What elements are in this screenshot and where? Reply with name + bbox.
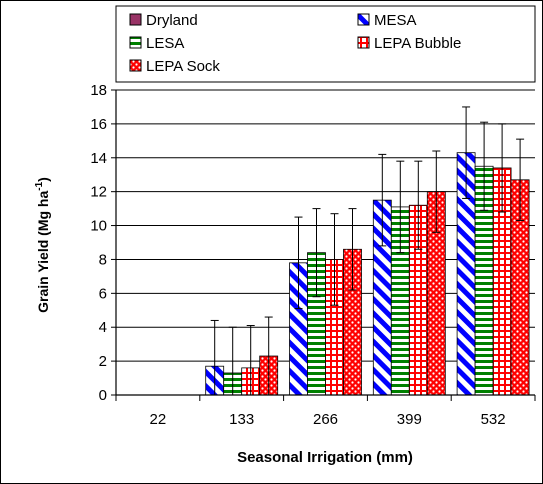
- x-axis-label: Seasonal Irrigation (mm): [237, 449, 413, 466]
- legend-label: LEPA Sock: [146, 58, 220, 75]
- legend-label: LEPA Bubble: [374, 35, 461, 52]
- y-tick-label: 16: [90, 116, 107, 133]
- legend-label: MESA: [374, 12, 417, 29]
- legend: Dryland MESA LESA LEPA Bubble LEPA Sock: [115, 5, 536, 83]
- y-axis-label-superscript: -1: [34, 181, 45, 190]
- x-tick-labels: 22 133 266 399 532: [150, 411, 506, 428]
- legend-swatch: [357, 36, 370, 49]
- bars: [205, 152, 530, 396]
- y-tick-labels: 0 2 4 6 8 10 12 14 16 18: [90, 82, 107, 404]
- y-tick-label: 8: [99, 251, 107, 268]
- legend-swatch: [129, 13, 142, 26]
- y-tick-label: 6: [99, 285, 107, 302]
- x-tick-label: 133: [229, 411, 254, 428]
- error-bars: [210, 106, 525, 396]
- legend-swatch: [129, 59, 142, 72]
- y-axis-label-main: Grain Yield (Mg ha: [35, 191, 51, 313]
- x-tick-label: 532: [481, 411, 506, 428]
- y-tick-label: 2: [99, 353, 107, 370]
- legend-label: LESA: [146, 35, 184, 52]
- y-axis-label: Grain Yield (Mg ha-1): [34, 177, 51, 313]
- legend-label: Dryland: [146, 12, 198, 29]
- y-tick-label: 10: [90, 218, 107, 235]
- axes: [111, 89, 536, 401]
- y-tick-label: 12: [90, 184, 107, 201]
- legend-swatch: [357, 13, 370, 26]
- y-tick-label: 18: [90, 82, 107, 99]
- y-tick-label: 0: [99, 387, 107, 404]
- y-tick-label: 14: [90, 150, 107, 167]
- legend-box: [115, 5, 536, 83]
- y-axis-label-close: ): [35, 177, 51, 182]
- legend-swatch: [129, 36, 142, 49]
- y-tick-label: 4: [99, 319, 107, 336]
- x-tick-label: 266: [313, 411, 338, 428]
- x-tick-label: 399: [397, 411, 422, 428]
- x-tick-label: 22: [150, 411, 167, 428]
